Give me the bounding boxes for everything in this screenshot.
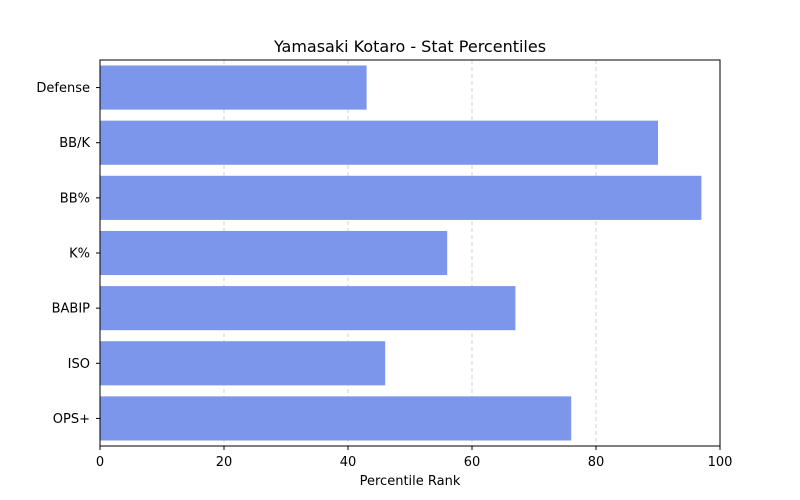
bar-bb (100, 175, 702, 220)
bar-iso (100, 341, 386, 386)
x-tick-label-80: 80 (588, 455, 605, 470)
y-tick-label-bb: BB% (60, 191, 90, 206)
x-tick-label-0: 0 (96, 455, 104, 470)
y-tick-label-iso: ISO (68, 357, 90, 372)
x-tick-label-40: 40 (340, 455, 357, 470)
bar-babip (100, 286, 516, 331)
bars (100, 65, 702, 441)
x-axis-label: Percentile Rank (360, 474, 461, 489)
x-axis-ticks: 0 20 40 60 80 100 (96, 446, 733, 470)
y-tick-label-bb-k: BB/K (59, 136, 90, 151)
y-axis-ticks: Defense BB/K BB% K% BABIP ISO OPS+ (36, 81, 100, 427)
x-tick-label-100: 100 (708, 455, 733, 470)
chart-title: Yamasaki Kotaro - Stat Percentiles (273, 37, 546, 56)
x-tick-label-20: 20 (216, 455, 233, 470)
y-tick-label-babip: BABIP (52, 302, 91, 317)
x-tick-label-60: 60 (464, 455, 481, 470)
bar-k (100, 230, 448, 276)
bar-ops (100, 396, 572, 441)
y-tick-label-k: K% (69, 247, 90, 262)
bar-defense (100, 65, 367, 110)
y-tick-label-defense: Defense (36, 81, 90, 96)
y-tick-label-ops: OPS+ (53, 412, 90, 427)
bar-bb-k (100, 120, 658, 165)
